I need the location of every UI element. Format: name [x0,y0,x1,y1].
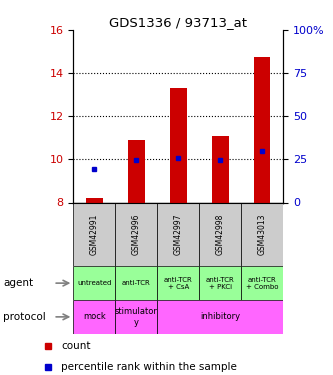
Text: percentile rank within the sample: percentile rank within the sample [61,362,237,372]
Bar [241,202,283,266]
Text: protocol: protocol [3,312,46,322]
Bar [73,300,115,334]
Text: count: count [61,341,91,351]
Text: GSM42996: GSM42996 [132,214,141,255]
Bar [254,57,270,202]
Bar [128,140,145,202]
Text: GSM42997: GSM42997 [173,214,183,255]
Bar [157,202,199,266]
Bar [115,202,157,266]
Bar [73,266,115,300]
Text: GSM42998: GSM42998 [215,214,225,255]
Bar [199,266,241,300]
Text: inhibitory: inhibitory [200,312,240,321]
Text: GSM42991: GSM42991 [90,214,99,255]
Text: mock: mock [83,312,106,321]
Bar [157,266,199,300]
Bar [157,300,283,334]
Bar [212,136,228,202]
Text: anti-TCR
+ CsA: anti-TCR + CsA [164,277,192,290]
Text: GSM43013: GSM43013 [257,214,267,255]
Text: anti-TCR
+ Combo: anti-TCR + Combo [246,277,278,290]
Text: agent: agent [3,278,33,288]
Bar [86,198,103,202]
Text: untreated: untreated [77,280,112,286]
Bar [115,300,157,334]
Bar [115,266,157,300]
Text: anti-TCR
+ PKCi: anti-TCR + PKCi [206,277,234,290]
Bar [170,88,186,202]
Bar [241,266,283,300]
Text: anti-TCR: anti-TCR [122,280,151,286]
Bar [199,202,241,266]
Text: stimulator
y: stimulator y [115,307,158,327]
Bar [73,202,115,266]
Title: GDS1336 / 93713_at: GDS1336 / 93713_at [109,16,247,29]
